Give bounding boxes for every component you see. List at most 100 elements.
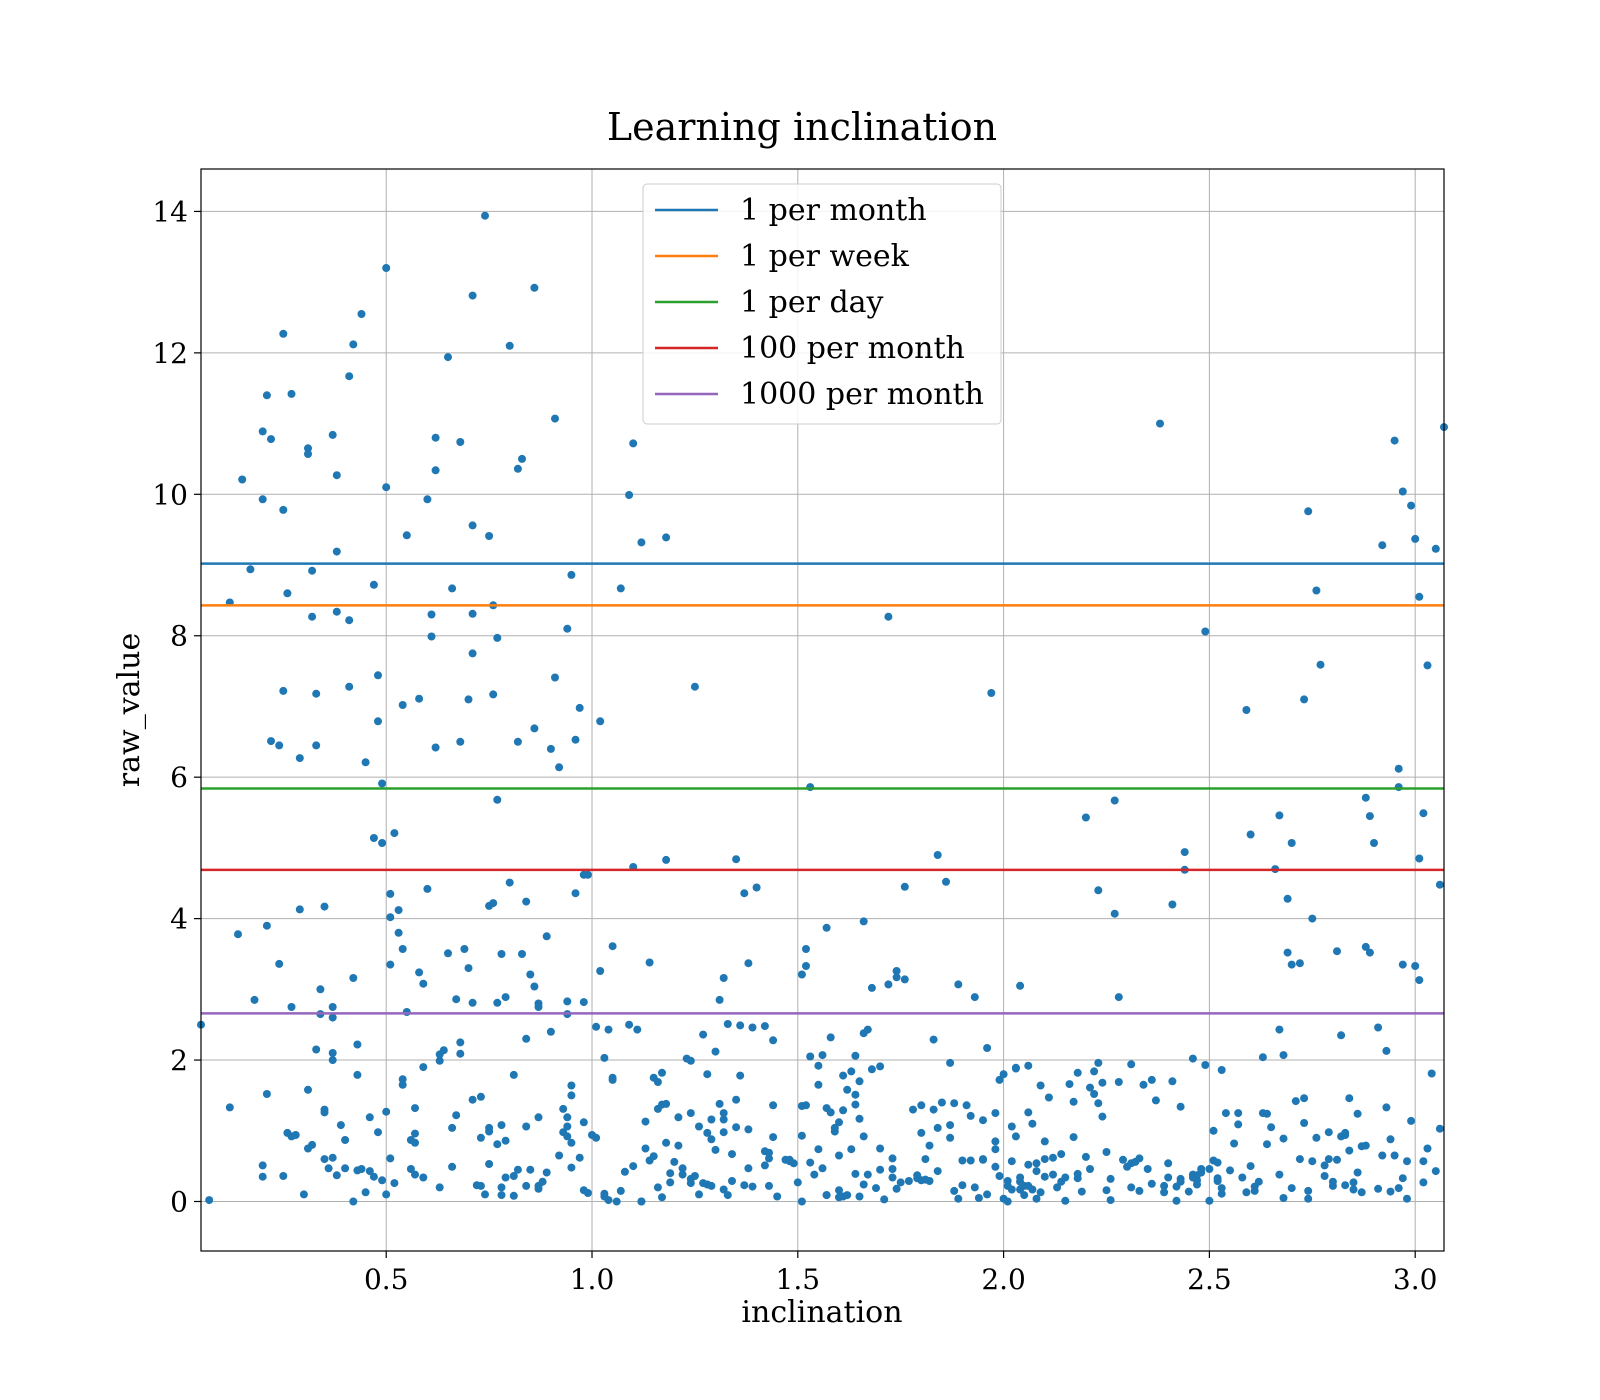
data-point xyxy=(299,1190,308,1199)
data-point xyxy=(415,694,424,703)
data-point xyxy=(1164,1173,1173,1182)
data-point xyxy=(1090,1090,1099,1098)
data-point xyxy=(1382,1103,1391,1112)
data-point xyxy=(1127,1060,1136,1069)
data-point xyxy=(1283,948,1292,957)
data-point xyxy=(513,737,522,746)
data-point xyxy=(320,1108,329,1117)
data-points xyxy=(197,211,1448,1206)
data-point xyxy=(328,1003,337,1011)
data-point xyxy=(847,1067,856,1076)
data-point xyxy=(444,949,452,958)
x-axis-ticks: 0.5 1.0 1.5 2.0 2.5 3.0 xyxy=(364,1251,1437,1296)
data-point xyxy=(1304,507,1313,516)
data-point xyxy=(736,1071,745,1080)
data-point xyxy=(423,884,432,893)
data-point xyxy=(1275,811,1284,820)
data-point xyxy=(983,1190,992,1199)
data-point xyxy=(835,1186,843,1195)
data-point xyxy=(1275,1025,1284,1034)
y-axis-label: raw_value xyxy=(112,633,147,787)
data-point xyxy=(678,1164,687,1173)
data-point xyxy=(456,438,465,446)
data-point xyxy=(406,1165,415,1173)
data-point xyxy=(592,1133,601,1142)
data-point xyxy=(1349,1178,1358,1187)
data-point xyxy=(900,882,909,891)
data-point xyxy=(411,1170,419,1179)
data-point xyxy=(851,1100,860,1109)
data-point xyxy=(1435,880,1444,889)
data-point xyxy=(810,1170,819,1179)
data-point xyxy=(851,1090,860,1099)
data-point xyxy=(645,958,654,967)
data-point xyxy=(1398,487,1407,496)
data-point xyxy=(1337,1031,1346,1040)
data-point xyxy=(662,533,671,542)
data-point xyxy=(571,889,580,898)
data-point xyxy=(583,870,592,879)
data-point xyxy=(1139,1080,1148,1089)
data-point xyxy=(1110,909,1119,918)
data-point xyxy=(674,1113,683,1122)
data-point xyxy=(1238,1173,1247,1182)
data-point xyxy=(1390,436,1399,445)
data-point xyxy=(1304,1194,1313,1203)
data-point xyxy=(439,1046,448,1055)
data-point xyxy=(497,1183,506,1192)
data-point xyxy=(1011,1132,1020,1141)
data-point xyxy=(563,1132,572,1141)
data-point xyxy=(1312,1133,1321,1142)
data-point xyxy=(1378,541,1387,550)
data-point xyxy=(802,1101,810,1110)
data-point xyxy=(612,1197,621,1206)
data-point xyxy=(662,1099,671,1108)
data-point xyxy=(349,340,358,349)
data-point xyxy=(1016,981,1025,990)
data-point xyxy=(1423,1144,1432,1153)
data-point xyxy=(1431,1167,1440,1176)
data-point xyxy=(748,1182,757,1191)
y-tick-label: 0 xyxy=(170,1185,188,1218)
data-point xyxy=(1361,793,1370,802)
data-point xyxy=(1028,1185,1037,1194)
data-point xyxy=(707,1135,716,1144)
data-point xyxy=(468,291,477,300)
data-point xyxy=(1197,1168,1206,1177)
data-point xyxy=(559,1104,568,1113)
data-point xyxy=(1073,1068,1082,1077)
data-point xyxy=(1011,1063,1020,1072)
data-point xyxy=(1258,1053,1267,1062)
data-point xyxy=(736,1021,745,1030)
data-point xyxy=(1263,1140,1271,1149)
data-point xyxy=(604,1025,613,1034)
data-point xyxy=(320,902,329,911)
data-point xyxy=(884,612,893,621)
data-point xyxy=(304,444,312,453)
data-point xyxy=(826,1108,835,1117)
data-point xyxy=(740,1181,749,1190)
data-point xyxy=(501,1173,510,1182)
data-point xyxy=(427,610,436,619)
data-point xyxy=(551,673,559,682)
data-point xyxy=(719,1109,728,1118)
data-point xyxy=(501,993,510,1002)
data-point xyxy=(250,995,259,1004)
data-point xyxy=(991,1145,1000,1154)
data-point xyxy=(1135,1154,1144,1163)
data-point xyxy=(1024,1108,1033,1117)
data-point xyxy=(555,1151,564,1160)
x-axis-label: inclination xyxy=(741,1295,902,1330)
data-point xyxy=(386,960,395,969)
data-point xyxy=(295,905,304,914)
data-point xyxy=(378,1176,387,1185)
data-point xyxy=(320,1155,329,1164)
data-point xyxy=(489,899,498,908)
data-point xyxy=(876,1062,885,1071)
data-point xyxy=(411,1138,419,1147)
data-point xyxy=(769,1133,778,1142)
data-point xyxy=(1386,1187,1395,1196)
data-point xyxy=(476,1133,485,1142)
data-point xyxy=(991,1109,1000,1118)
data-point xyxy=(567,1081,576,1090)
